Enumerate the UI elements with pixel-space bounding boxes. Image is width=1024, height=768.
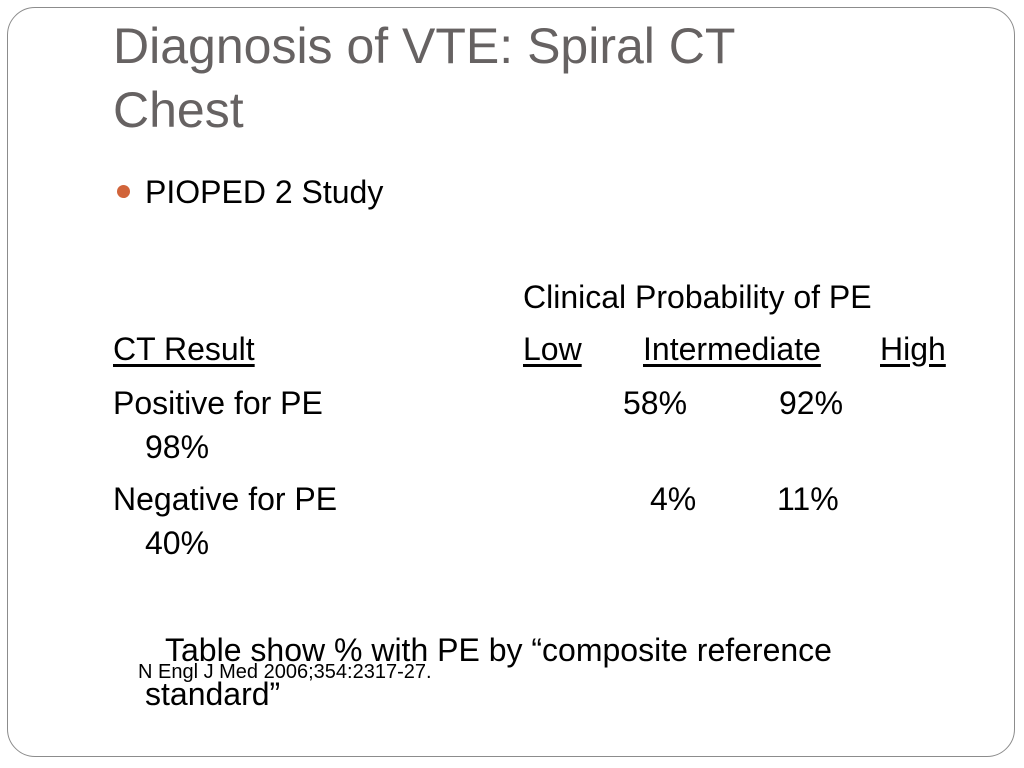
- citation: N Engl J Med 2006;354:2317-27.: [138, 661, 432, 683]
- table-row-positive-label: Positive for PE: [113, 385, 323, 421]
- table-note: Table show % with PE by “composite refer…: [145, 628, 965, 716]
- table-note-text: Table show % with PE by “composite refer…: [145, 632, 832, 712]
- bullet-dot-icon: [117, 185, 130, 198]
- title-line-1: Diagnosis of VTE: Spiral CT: [113, 18, 736, 74]
- table-cell-negative-high: 40%: [145, 525, 210, 561]
- slide-frame: [7, 7, 1015, 757]
- table-cell-negative-low: 4%: [650, 481, 697, 517]
- table-row-negative-label: Negative for PE: [113, 481, 338, 517]
- table-cell-positive-intermediate: 92%: [779, 385, 844, 421]
- table-column-intermediate: Intermediate: [643, 331, 821, 367]
- table-column-high: High: [880, 331, 946, 367]
- table-cell-positive-low: 58%: [623, 385, 688, 421]
- table-group-header: Clinical Probability of PE: [523, 279, 872, 315]
- table-column-low: Low: [523, 331, 582, 367]
- table-cell-positive-high: 98%: [145, 429, 210, 465]
- table-row-header: CT Result: [113, 331, 255, 367]
- title-line-2: Chest: [113, 82, 244, 138]
- table-cell-negative-intermediate: 11%: [777, 481, 839, 517]
- bullet-text: PIOPED 2 Study: [145, 174, 384, 210]
- slide-title: Diagnosis of VTE: Spiral CT Chest: [113, 14, 973, 142]
